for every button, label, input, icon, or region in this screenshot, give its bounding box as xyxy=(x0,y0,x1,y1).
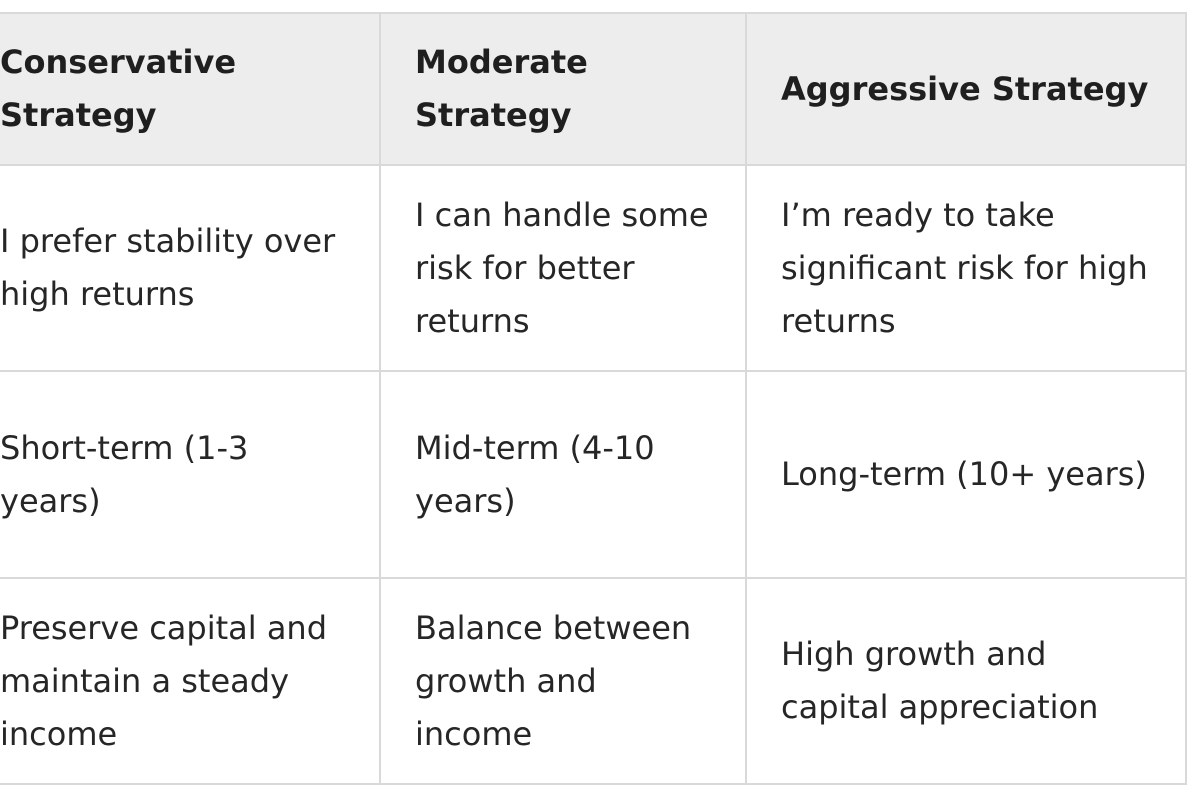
header-label: Moderate Strategy xyxy=(415,43,588,134)
cell-text: Mid-term (4-10 years) xyxy=(415,428,655,520)
table-cell: Mid-term (4-10 years) xyxy=(379,370,747,579)
header-label: Conservative Strategy xyxy=(0,43,237,134)
table-row: Short-term (1-3 years) Mid-term (4-10 ye… xyxy=(0,370,1187,579)
strategy-comparison-table: Conservative Strategy Moderate Strategy … xyxy=(0,12,1187,785)
table-cell: Balance between growth and income xyxy=(379,577,747,785)
table-cell: I’m ready to take significant risk for h… xyxy=(745,164,1187,372)
table-cell: High growth and capital appreciation xyxy=(745,577,1187,785)
header-label: Aggressive Strategy xyxy=(781,69,1149,108)
table-cell: Preserve capital and maintain a steady i… xyxy=(0,577,381,785)
strategy-comparison-table-container: Conservative Strategy Moderate Strategy … xyxy=(0,12,1187,785)
cell-text: Short-term (1-3 years) xyxy=(0,428,249,520)
cell-text: Preserve capital and maintain a steady i… xyxy=(0,608,328,753)
header-moderate-strategy: Moderate Strategy xyxy=(379,12,747,166)
cell-text: High growth and capital appreciation xyxy=(781,635,1099,726)
table-header-row: Conservative Strategy Moderate Strategy … xyxy=(0,12,1187,166)
cell-text: Long-term (10+ years) xyxy=(781,455,1147,493)
table-cell: Long-term (10+ years) xyxy=(745,370,1187,579)
cell-text: I can handle some risk for better return… xyxy=(415,195,709,340)
table-row: Preserve capital and maintain a steady i… xyxy=(0,577,1187,785)
table-cell: I prefer stability over high returns xyxy=(0,164,381,372)
cell-text: I’m ready to take significant risk for h… xyxy=(781,195,1148,340)
table-cell: Short-term (1-3 years) xyxy=(0,370,381,579)
table-row: I prefer stability over high returns I c… xyxy=(0,164,1187,372)
table-cell: I can handle some risk for better return… xyxy=(379,164,747,372)
cell-text: Balance between growth and income xyxy=(415,608,692,753)
header-conservative-strategy: Conservative Strategy xyxy=(0,12,381,166)
cell-text: I prefer stability over high returns xyxy=(0,222,336,313)
header-aggressive-strategy: Aggressive Strategy xyxy=(745,12,1187,166)
